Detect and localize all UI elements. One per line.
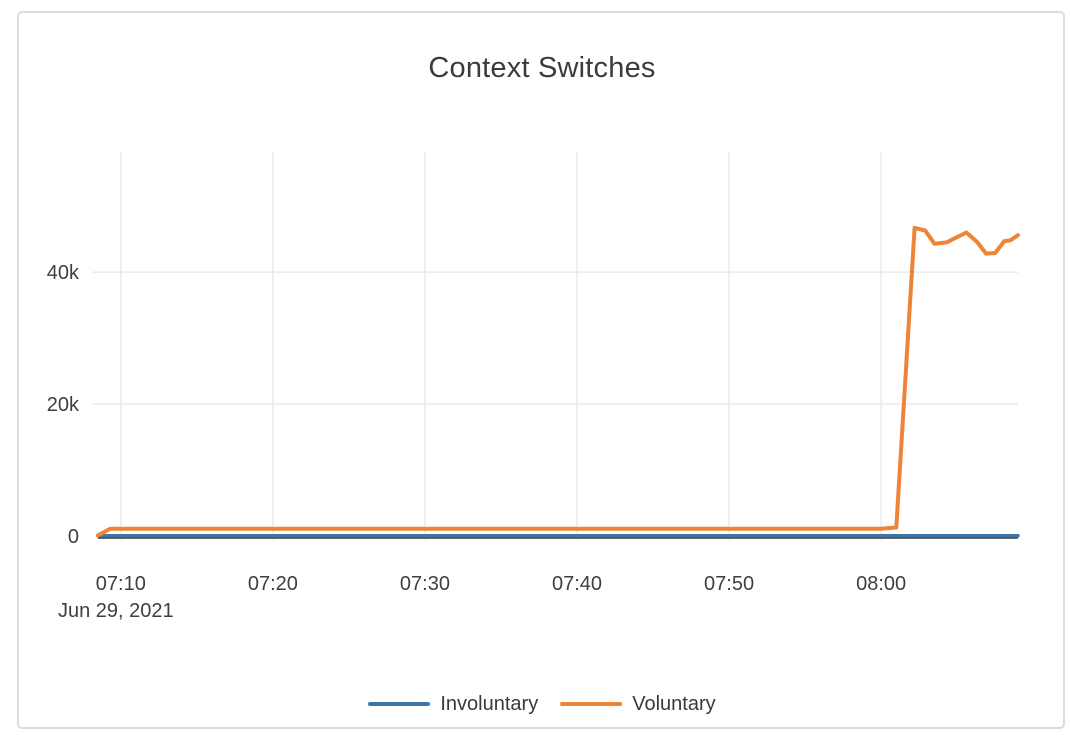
involuntary-line-swatch bbox=[368, 702, 431, 706]
x-tick-label: 07:30 bbox=[400, 573, 450, 595]
x-tick-label: 07:50 bbox=[704, 573, 754, 595]
x-tick-label: 07:10 bbox=[96, 573, 146, 595]
x-axis-date-label: Jun 29, 2021 bbox=[58, 600, 174, 622]
legend-item-voluntary[interactable]: Voluntary bbox=[560, 693, 716, 715]
x-tick-label: 08:00 bbox=[856, 573, 906, 595]
chart-card bbox=[17, 11, 1065, 729]
x-tick-label: 07:20 bbox=[248, 573, 298, 595]
x-tick-label: 07:40 bbox=[552, 573, 602, 595]
y-tick-label: 0 bbox=[68, 526, 79, 548]
series-line-voluntary[interactable] bbox=[96, 225, 1020, 538]
voluntary-line-swatch bbox=[560, 702, 623, 706]
legend-label-involuntary: Involuntary bbox=[440, 693, 539, 715]
legend-label-voluntary: Voluntary bbox=[632, 693, 716, 715]
y-tick-label: 20k bbox=[47, 394, 80, 416]
legend: Involuntary Voluntary bbox=[17, 690, 1067, 718]
chart-title: Context Switches bbox=[428, 52, 656, 84]
legend-item-involuntary[interactable]: Involuntary bbox=[368, 694, 538, 714]
y-tick-label: 40k bbox=[47, 262, 80, 284]
